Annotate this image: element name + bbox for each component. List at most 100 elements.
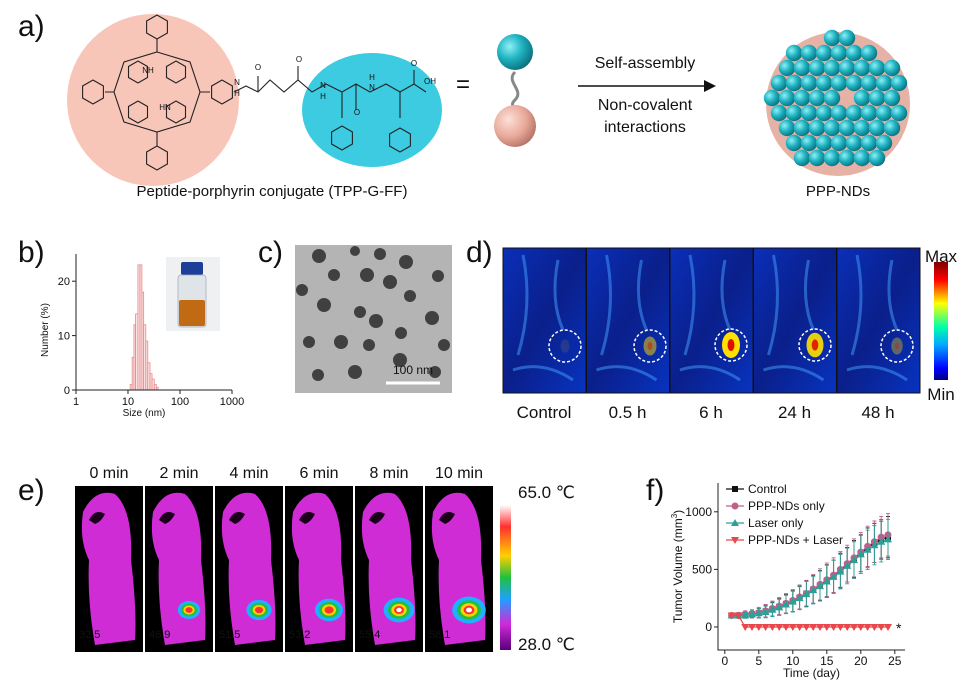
nanodot-unit	[800, 134, 818, 152]
nanodot-unit	[853, 59, 871, 77]
tail	[494, 105, 536, 147]
marker	[775, 623, 784, 631]
nanodot-unit	[815, 74, 833, 92]
nir-signal-core	[811, 339, 819, 351]
marker	[748, 610, 756, 618]
pyrrole	[165, 60, 187, 84]
temperature: 58.1	[429, 629, 450, 641]
nanoparticle	[374, 248, 386, 260]
mouse-ear	[439, 512, 455, 524]
panel-label: d)	[466, 236, 493, 269]
marker	[788, 597, 797, 605]
atom-label: H	[369, 73, 375, 82]
nir-image	[753, 247, 837, 394]
marker	[741, 623, 750, 631]
nanodot-unit	[823, 149, 841, 167]
nanoparticle	[312, 249, 326, 263]
marker	[731, 519, 739, 526]
x-tick-label: 1	[73, 396, 79, 408]
nanoparticle	[369, 314, 383, 328]
nanodot-unit	[868, 89, 886, 107]
nanoparticle	[425, 311, 439, 325]
marker	[863, 623, 872, 631]
hot-spot	[324, 606, 334, 614]
marker	[856, 550, 865, 558]
nanodot-unit	[800, 104, 818, 122]
temperature: 53.2	[289, 629, 310, 641]
nanoparticle	[429, 366, 441, 378]
marker	[870, 541, 879, 549]
marker	[795, 623, 804, 631]
marker	[754, 623, 763, 631]
atom-label: OH	[424, 77, 436, 86]
marker	[843, 561, 852, 569]
nanoparticle	[354, 306, 366, 318]
nanodot-unit	[853, 149, 871, 167]
marker	[877, 623, 886, 631]
nanodot-unit	[853, 89, 871, 107]
temperature: 51.5	[219, 629, 240, 641]
nanodot-unit	[853, 119, 871, 137]
phenyl	[82, 79, 104, 105]
nanodot-unit	[890, 74, 908, 92]
y-tick-label: 10	[58, 331, 70, 343]
nanodot-unit	[830, 44, 848, 62]
roi-circle	[714, 328, 748, 362]
marker	[802, 623, 811, 631]
time-label: Control	[517, 403, 572, 422]
nanodot-unit	[883, 119, 901, 137]
time-label: 6 min	[299, 465, 338, 482]
nanodot-unit	[883, 59, 901, 77]
arrow-label: Non-covalent	[598, 97, 693, 114]
marker	[856, 623, 865, 631]
nanodot-unit	[838, 119, 856, 137]
nir-signal-core	[563, 343, 567, 349]
peptide-chain	[233, 66, 427, 118]
y-axis-title-part: 3	[670, 513, 679, 518]
nanodot-unit	[815, 104, 833, 122]
marker	[782, 600, 790, 608]
panel-label: b)	[18, 236, 45, 269]
marker	[732, 486, 738, 492]
nanodot-unit	[808, 89, 826, 107]
mouse-body	[81, 492, 136, 645]
x-axis-title: Size (nm)	[123, 408, 166, 419]
marker	[734, 612, 743, 620]
marker	[822, 577, 831, 585]
x-tick-label: 25	[888, 654, 902, 668]
legend-label: Laser only	[748, 516, 803, 530]
marker	[836, 623, 845, 631]
nanodot-unit	[808, 119, 826, 137]
x-axis-title: Time (day)	[783, 666, 840, 680]
head	[497, 34, 533, 70]
legend-label: PPP-NDs + Laser	[748, 533, 843, 547]
legend-label: PPP-NDs only	[748, 499, 825, 513]
marker	[822, 623, 831, 631]
nanodot-unit	[808, 149, 826, 167]
time-label: 8 min	[369, 465, 408, 482]
marker	[782, 623, 790, 631]
arrow-label: Self-assembly	[595, 55, 695, 72]
marker	[795, 594, 804, 602]
nanoparticle	[312, 369, 324, 381]
bond	[105, 39, 210, 146]
roi-circle	[548, 329, 582, 363]
nanodot-unit	[838, 149, 856, 167]
marker	[754, 609, 763, 617]
atom-label: NH	[142, 66, 154, 75]
marker	[863, 545, 872, 553]
x-tick-label: 100	[171, 396, 189, 408]
nanoparticle	[350, 246, 360, 256]
marker	[727, 612, 736, 620]
panel-label: f)	[646, 474, 664, 507]
nanodot-unit	[793, 59, 811, 77]
product-label: PPP-NDs	[806, 183, 870, 200]
panel-label: c)	[258, 236, 283, 269]
vial-cap	[181, 262, 203, 275]
nanoparticle	[317, 298, 331, 312]
nanodot-unit	[830, 104, 848, 122]
nir-signal	[891, 337, 903, 355]
roi-circle	[798, 328, 832, 362]
linker	[510, 70, 520, 110]
nanodot-unit	[875, 134, 893, 152]
